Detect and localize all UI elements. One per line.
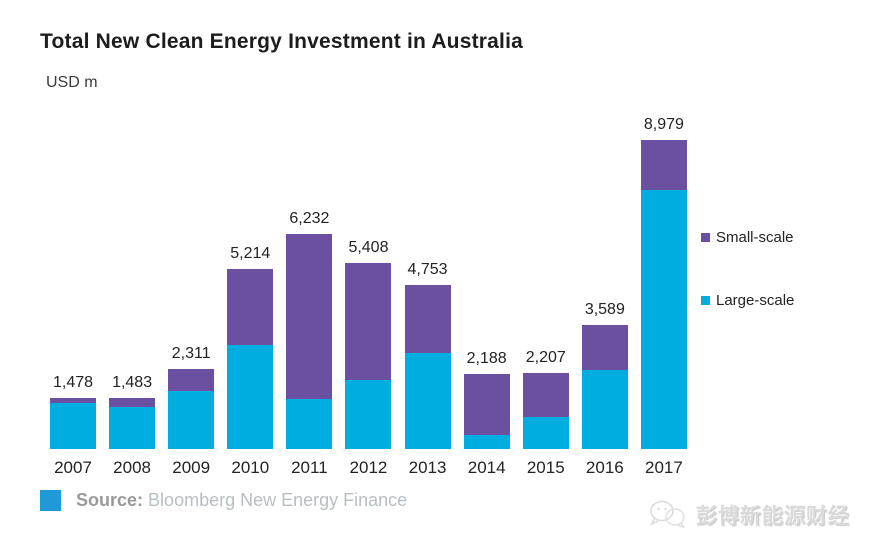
bar-value-label: 2,311	[171, 345, 211, 363]
bar-segment-small-scale	[168, 369, 215, 392]
bar-value-label: 6,232	[289, 210, 330, 228]
x-axis-tick-label: 2007	[54, 458, 92, 477]
bar-segment-large-scale	[522, 417, 569, 449]
bar-value-label: 2,207	[525, 348, 566, 366]
bar-segment-large-scale	[50, 403, 96, 449]
large-scale-swatch-icon	[701, 295, 710, 305]
bar-segment-small-scale	[227, 269, 274, 345]
bar-group-2009: 2,311 2009	[168, 139, 215, 477]
bar-stack	[522, 372, 569, 449]
bar-segment-small-scale	[463, 373, 510, 436]
bar-stack	[50, 398, 96, 449]
bar-group-2017: 8,979 2017	[640, 116, 687, 477]
bar-group-2012: 5,408 2012	[345, 139, 392, 477]
bar-stack	[286, 234, 333, 449]
bar-stack	[404, 285, 451, 449]
source-name: Bloomberg New Energy Finance	[148, 490, 408, 510]
bar-segment-large-scale	[286, 399, 333, 449]
bar-group-2013: 4,753 2013	[404, 139, 451, 477]
bar-group-2014: 2,188 2014	[463, 139, 510, 477]
x-axis-tick-label: 2011	[291, 458, 328, 477]
x-axis-tick-label: 2008	[113, 458, 151, 477]
y-axis-unit-label: USD m	[46, 74, 98, 91]
bar-segment-small-scale	[522, 372, 569, 418]
bar-value-label: 1,478	[52, 374, 94, 392]
legend-item-large-scale: Large-scale	[701, 291, 795, 309]
x-axis-tick-label: 2016	[585, 458, 624, 477]
bar-group-2008: 1,483 2008	[109, 139, 156, 477]
bar-segment-small-scale	[50, 398, 96, 404]
watermark-text: 彭博新能源财经	[696, 505, 850, 528]
chart-legend: Small-scale Large-scale	[701, 228, 795, 309]
bar-stack	[227, 269, 274, 449]
bar-segment-large-scale	[109, 406, 156, 449]
bar-stack	[109, 397, 156, 449]
bar-stack	[168, 369, 215, 449]
bar-segment-large-scale	[640, 189, 687, 449]
bar-group-2007: 1,478 2007	[50, 139, 96, 477]
bar-chart-plot-area: 1,478 2007 1,483 2008 2,311 2009 5,214 2010 6,23…	[50, 116, 687, 477]
bar-segment-large-scale	[581, 370, 628, 449]
x-axis-tick-label: 2009	[172, 458, 211, 477]
bar-value-label: 8,979	[643, 115, 684, 133]
bar-segment-large-scale	[227, 344, 274, 449]
x-axis-tick-label: 2017	[645, 458, 683, 477]
bar-segment-large-scale	[345, 380, 392, 449]
bar-value-label: 2,188	[466, 349, 507, 367]
x-axis-tick-label: 2013	[408, 458, 447, 477]
bar-segment-small-scale	[640, 139, 687, 190]
bar-value-label: 4,753	[407, 261, 448, 279]
x-axis-tick-label: 2014	[467, 458, 506, 477]
bar-value-label: 3,589	[584, 301, 625, 319]
bar-group-2015: 2,207 2015	[522, 139, 569, 477]
bar-segment-small-scale	[581, 325, 628, 371]
legend-item-small-scale: Small-scale	[701, 228, 794, 246]
bar-stack	[640, 139, 687, 449]
legend-label: Small-scale	[716, 228, 794, 246]
bar-segment-small-scale	[109, 397, 156, 407]
bar-segment-small-scale	[286, 234, 333, 400]
brand-square-icon	[40, 490, 61, 511]
chart-title: Total New Clean Energy Investment in Aus…	[40, 30, 523, 53]
x-axis-tick-label: 2015	[526, 458, 565, 477]
bar-group-2011: 6,232 2011	[286, 139, 333, 477]
bar-segment-large-scale	[463, 435, 510, 449]
bar-group-2010: 5,214 2010	[227, 139, 274, 477]
source-text: Source: Bloomberg New Energy Finance	[76, 490, 407, 511]
bar-segment-small-scale	[345, 262, 392, 381]
bar-stack	[463, 373, 510, 449]
bar-segment-large-scale	[168, 391, 215, 449]
legend-label: Large-scale	[716, 291, 795, 309]
source-label: Source:	[76, 490, 144, 510]
bar-stack	[581, 325, 628, 449]
bar-segment-small-scale	[404, 285, 451, 354]
bar-value-label: 5,214	[230, 245, 271, 263]
wechat-logo-icon	[649, 500, 686, 529]
bar-segment-large-scale	[404, 353, 451, 449]
bar-value-label: 5,408	[348, 238, 389, 256]
bar-group-2016: 3,589 2016	[581, 139, 628, 477]
bar-value-label: 1,483	[112, 373, 153, 391]
small-scale-swatch-icon	[701, 232, 710, 242]
x-axis-tick-label: 2010	[231, 458, 270, 477]
x-axis-tick-label: 2012	[349, 458, 388, 477]
watermark: 彭博新能源财经	[648, 497, 850, 533]
source-attribution: Source: Bloomberg New Energy Finance	[40, 490, 407, 511]
bar-stack	[345, 262, 392, 449]
